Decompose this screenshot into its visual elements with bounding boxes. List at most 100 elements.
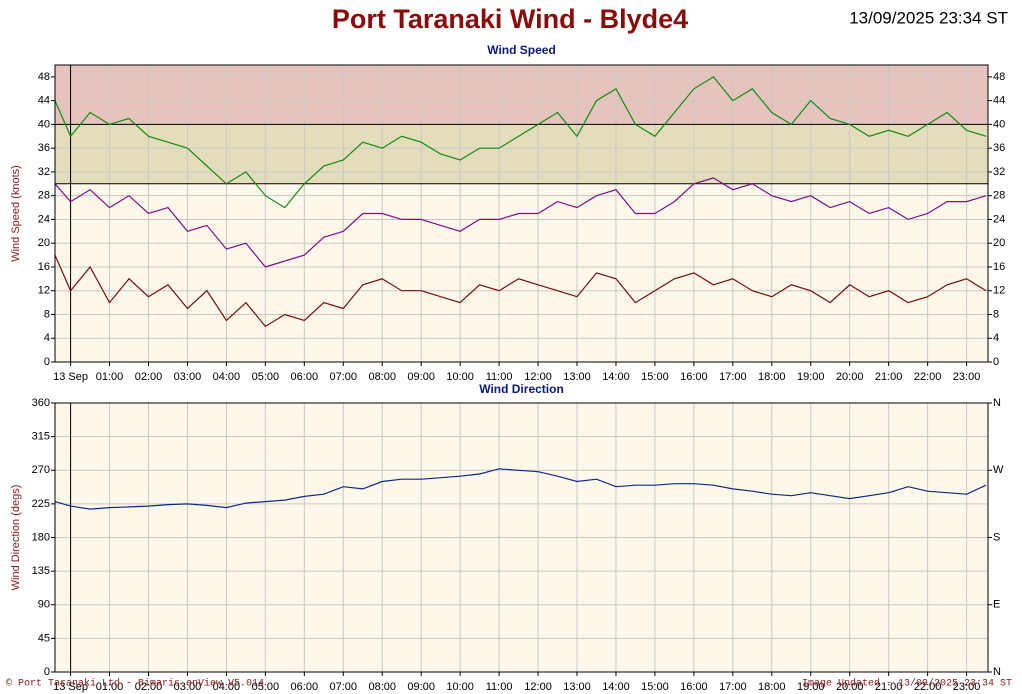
x-tick-label: 03:00 [174,371,202,383]
y-tick-label: 8 [44,308,50,320]
y2-tick-label: 4 [993,332,999,344]
y-tick-label: 360 [32,397,50,409]
y-tick-label: 180 [32,531,50,543]
x-tick-label: 23:00 [953,681,981,693]
x-tick-label: 09:00 [407,681,435,693]
y2-tick-label: N [993,666,1001,678]
y2-tick-label: 36 [993,142,1005,154]
y2-tick-label: 48 [993,71,1005,83]
x-tick-label: 04:00 [213,371,241,383]
x-tick-label: 09:00 [407,371,435,383]
chart-title: Wind Speed [487,43,556,57]
x-tick-label: 12:00 [524,681,552,693]
threshold-band [55,124,988,184]
y-tick-label: 4 [44,332,50,344]
plot-frame [54,402,989,673]
y-tick-label: 24 [38,213,50,225]
y-tick-label: 315 [32,431,50,443]
y2-tick-label: 8 [993,308,999,320]
x-tick-label: 12:00 [524,371,552,383]
x-tick-label: 06:00 [291,371,319,383]
y2-tick-label: 32 [993,166,1005,178]
y-tick-label: 44 [38,95,50,107]
x-tick-label: 07:00 [330,371,358,383]
x-tick-label: 14:00 [602,681,630,693]
y2-tick-label: 16 [993,261,1005,273]
y2-tick-label: W [993,464,1004,476]
series-line [54,254,987,328]
y-tick-label: 270 [32,464,50,476]
threshold-band [55,65,988,125]
y-tick-label: 45 [38,632,50,644]
x-tick-label: 14:00 [602,371,630,383]
x-tick-label: 08:00 [368,371,396,383]
series-line [54,177,987,268]
y-tick-label: 12 [38,285,50,297]
y-tick-label: 20 [38,237,50,249]
x-tick-label: 06:00 [291,681,319,693]
y2-tick-label: N [993,397,1001,409]
x-tick-label: 10:00 [446,681,474,693]
x-tick-label: 18:00 [758,371,786,383]
y-tick-label: 135 [32,565,50,577]
x-tick-label: 13 Sep [53,681,88,693]
x-tick-label: 03:00 [174,681,202,693]
footer-left: © Port Taranaki Ltd - Bimaris enView V5.… [6,678,264,690]
x-tick-label: 13:00 [563,681,591,693]
x-tick-label: 22:00 [914,371,942,383]
x-tick-label: 19:00 [797,371,825,383]
y-tick-label: 0 [44,356,50,368]
x-tick-label: 17:00 [719,371,747,383]
x-tick-label: 19:00 [797,681,825,693]
y2-tick-label: 24 [993,213,1005,225]
timestamp: 13/09/2025 23:34 ST [849,8,1008,27]
x-tick-label: 11:00 [486,371,513,383]
x-tick-label: 17:00 [719,681,747,693]
y2-tick-label: 12 [993,285,1005,297]
series-line [54,76,987,209]
plot-frame [54,64,989,363]
x-tick-label: 18:00 [758,681,786,693]
y-tick-label: 16 [38,261,50,273]
y2-tick-label: 20 [993,237,1005,249]
y-tick-label: 225 [32,498,50,510]
x-tick-label: 20:00 [836,371,864,383]
x-tick-label: 01:00 [96,681,124,693]
x-tick-label: 22:00 [914,681,942,693]
x-tick-label: 15:00 [641,681,669,693]
x-tick-label: 11:00 [486,681,513,693]
x-tick-label: 02:00 [135,371,163,383]
footer-right: Image Updated - 13/09/2025 23:34 ST [802,678,1012,690]
y-tick-label: 36 [38,142,50,154]
y2-tick-label: 0 [993,356,999,368]
x-tick-label: 23:00 [953,371,981,383]
x-tick-label: 21:00 [875,371,903,383]
x-tick-label: 01:00 [96,371,124,383]
x-tick-label: 05:00 [252,371,280,383]
y-tick-label: 0 [44,666,50,678]
y-axis-label: Wind Speed (knots) [10,165,22,262]
x-tick-label: 07:00 [330,681,358,693]
x-tick-label: 08:00 [368,681,396,693]
y-tick-label: 40 [38,118,50,130]
x-tick-label: 21:00 [875,681,903,693]
x-tick-label: 04:00 [213,681,241,693]
series-line [54,468,987,510]
x-tick-label: 16:00 [680,371,708,383]
y2-tick-label: E [993,599,1000,611]
x-tick-label: 13:00 [563,371,591,383]
y2-tick-label: 44 [993,95,1005,107]
chart-title: Wind Direction [479,382,564,396]
y-tick-label: 90 [38,599,50,611]
x-tick-label: 15:00 [641,371,669,383]
y2-tick-label: 28 [993,190,1005,202]
y-axis-label: Wind Direction (degs) [10,485,22,591]
y-tick-label: 48 [38,71,50,83]
page-title: Port Taranaki Wind - Blyde4 [332,4,688,34]
x-tick-label: 16:00 [680,681,708,693]
x-tick-label: 20:00 [836,681,864,693]
x-tick-label: 02:00 [135,681,163,693]
x-tick-label: 10:00 [446,371,474,383]
